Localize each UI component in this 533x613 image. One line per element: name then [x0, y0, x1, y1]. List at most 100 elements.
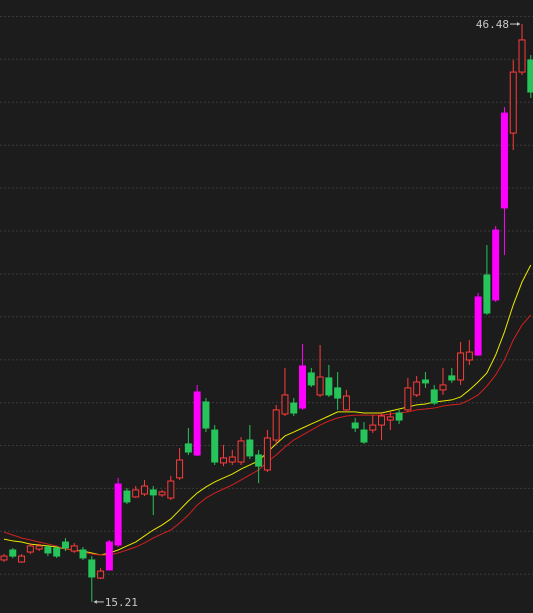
candle	[114, 477, 122, 548]
candle	[307, 367, 315, 387]
candle	[70, 542, 78, 553]
candle-body	[35, 545, 43, 550]
candle	[88, 556, 96, 602]
candle	[193, 384, 201, 456]
candle-body	[228, 456, 236, 463]
candle	[184, 428, 192, 455]
candle-body	[325, 377, 333, 396]
candle-body	[105, 541, 113, 571]
candle-body	[386, 416, 394, 421]
min-price-label: 15.21	[105, 596, 138, 609]
candle	[448, 367, 456, 383]
candle	[132, 486, 140, 499]
candle	[474, 292, 482, 356]
candle-body	[114, 483, 122, 546]
candle	[44, 544, 52, 557]
candle-body	[404, 387, 412, 411]
candle-body	[18, 555, 26, 563]
candle-body	[290, 402, 298, 414]
candle-body	[255, 454, 263, 467]
max-price-label: 46.48	[476, 18, 509, 31]
candle	[290, 398, 298, 416]
candle	[97, 568, 105, 579]
candle	[202, 398, 210, 433]
candle-body	[220, 457, 227, 464]
candle-body	[483, 274, 491, 314]
candle-body	[342, 395, 350, 411]
candle	[35, 543, 43, 552]
candle	[369, 415, 377, 433]
candle	[325, 364, 333, 397]
candle	[465, 340, 473, 365]
candle-body	[44, 546, 52, 554]
candle-body	[272, 409, 280, 441]
candle	[123, 488, 131, 504]
candle	[413, 375, 421, 397]
candle-body	[26, 545, 34, 553]
candle-body	[237, 440, 245, 463]
candle-body	[457, 352, 465, 381]
candle-body	[281, 394, 289, 415]
candle	[299, 343, 307, 410]
candle-body	[500, 112, 508, 209]
candle-body	[158, 491, 166, 496]
candle	[140, 479, 148, 497]
candle-body	[167, 480, 175, 499]
candle	[9, 547, 17, 558]
candle-body	[88, 559, 96, 578]
candle-body	[193, 391, 201, 456]
candle	[18, 554, 26, 563]
min-arrow-head	[93, 599, 97, 604]
candle-body	[378, 415, 386, 426]
candle	[360, 422, 368, 444]
candle-body	[316, 376, 324, 396]
candle-body	[246, 439, 254, 457]
candle	[53, 545, 61, 558]
candle	[61, 537, 69, 552]
candle	[316, 345, 324, 397]
candle	[246, 425, 254, 460]
candle	[0, 554, 8, 562]
candle	[149, 486, 157, 516]
candle-body	[79, 549, 87, 559]
candle	[255, 450, 263, 484]
candle	[395, 409, 403, 424]
candle	[492, 226, 500, 302]
candle-body	[202, 401, 210, 429]
candle	[263, 430, 271, 472]
candle	[79, 547, 87, 560]
candle	[430, 384, 438, 405]
grid	[0, 16, 533, 575]
candle-body	[9, 549, 17, 557]
candle-body	[70, 545, 78, 552]
candle-body	[369, 424, 377, 431]
candle-body	[123, 490, 131, 503]
candle-body	[439, 384, 447, 391]
candle-body	[211, 429, 219, 463]
candle	[342, 389, 350, 412]
candle-body	[518, 39, 526, 73]
candle-body	[430, 389, 438, 404]
candle-body	[509, 71, 517, 134]
candle	[158, 489, 166, 497]
candle	[518, 24, 526, 76]
candle	[351, 418, 359, 433]
candle	[527, 55, 533, 98]
candle-body	[465, 351, 473, 361]
candle-body	[492, 229, 500, 301]
candle-body	[448, 375, 456, 381]
candle	[281, 367, 289, 416]
candle-body	[53, 547, 61, 557]
candle	[167, 475, 175, 501]
candle-body	[132, 489, 140, 498]
candle-body	[97, 570, 105, 579]
candle-body	[149, 489, 157, 496]
candle-body	[351, 422, 359, 429]
candle	[237, 437, 245, 465]
candle	[404, 377, 412, 412]
candle-body	[413, 381, 421, 396]
candle	[211, 425, 219, 465]
